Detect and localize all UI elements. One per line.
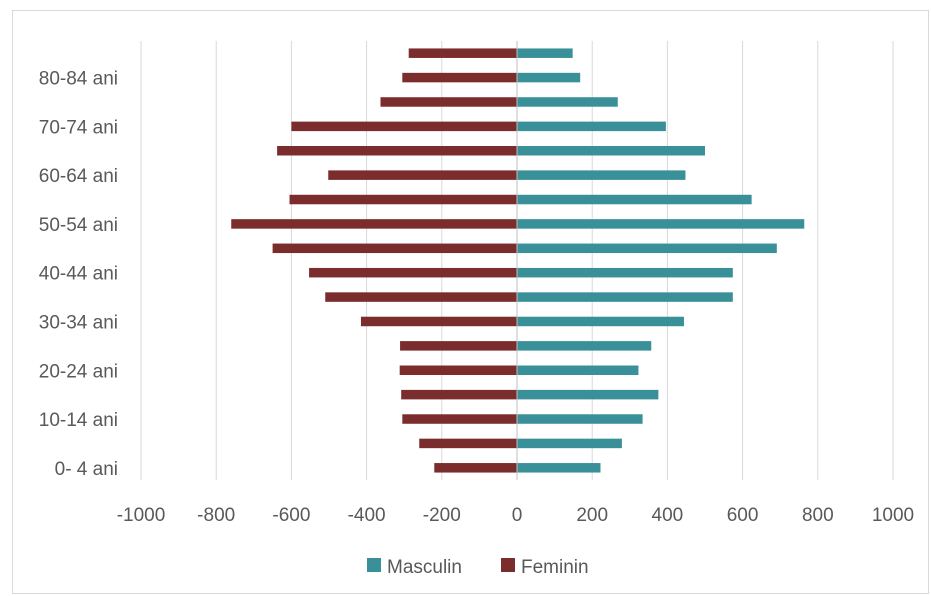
bar-masculin [517,170,686,180]
y-tick-label: 10-14 ani [39,410,118,431]
legend-swatch-masculin [367,558,381,572]
x-tick-label: 400 [652,505,684,526]
y-tick-label: 0- 4 ani [55,459,118,480]
legend-label-masculin: Masculin [387,557,462,578]
bar-masculin [517,72,581,83]
bar-masculin [517,121,666,132]
bar-feminin [402,72,517,83]
bar-masculin [517,341,652,351]
bar-masculin [517,97,618,107]
y-tick-label: 20-24 ani [39,361,118,382]
x-tick-label: -200 [423,505,461,526]
bar-feminin [401,389,517,400]
bar-masculin [517,146,705,156]
y-tick-labels: 0- 4 ani 10-14 ani 20-24 ani 30-34 ani 40-44… [39,69,118,480]
x-tick-label: -800 [197,505,235,526]
x-tick-label: 0 [512,505,523,526]
bar-feminin [380,97,517,107]
bar-masculin [517,219,805,229]
x-tick-label: -400 [348,505,386,526]
x-tick-labels: -1000 -800 -600 -400 -200 0 200 400 600 800 1000 [117,505,914,526]
y-tick-label: 70-74 ani [39,117,118,138]
bar-feminin [231,219,518,229]
bar-feminin [277,146,517,156]
x-tick-label: 200 [576,505,608,526]
bar-masculin [517,194,752,205]
bar-feminin [419,438,517,449]
bar-feminin [400,341,517,351]
bar-feminin [325,292,517,302]
bar-masculin [517,414,643,424]
bar-masculin [517,316,684,327]
bar-feminin [272,243,517,254]
y-tick-label: 30-34 ani [39,312,118,333]
x-tick-label: -1000 [117,505,166,526]
bar-feminin [408,48,517,58]
bar-feminin [291,121,517,132]
chart-frame [12,10,929,594]
bar-masculin [517,243,777,254]
x-tick-label: 800 [802,505,834,526]
legend-label-feminin: Feminin [521,557,589,578]
y-tick-label: 40-44 ani [39,264,118,285]
bar-masculin [517,463,601,473]
bar-masculin [517,267,733,278]
bars [231,48,805,473]
bar-masculin [517,389,659,400]
y-tick-label: 60-64 ani [39,166,118,187]
bar-feminin [402,414,517,424]
x-tick-label: 1000 [872,505,914,526]
bar-masculin [517,365,639,375]
bar-feminin [328,170,517,180]
bar-masculin [517,48,573,58]
bar-feminin [309,267,517,278]
bar-masculin [517,292,733,302]
bar-feminin [289,194,517,205]
bar-feminin [360,316,517,327]
y-tick-label: 50-54 ani [39,215,118,236]
bar-feminin [399,365,517,375]
y-tick-label: 80-84 ani [39,69,118,90]
x-tick-label: 600 [727,505,759,526]
bar-masculin [517,438,622,449]
x-tick-label: -600 [272,505,310,526]
legend: Masculin Feminin [367,557,589,578]
bar-feminin [434,463,517,473]
legend-swatch-feminin [501,558,515,572]
